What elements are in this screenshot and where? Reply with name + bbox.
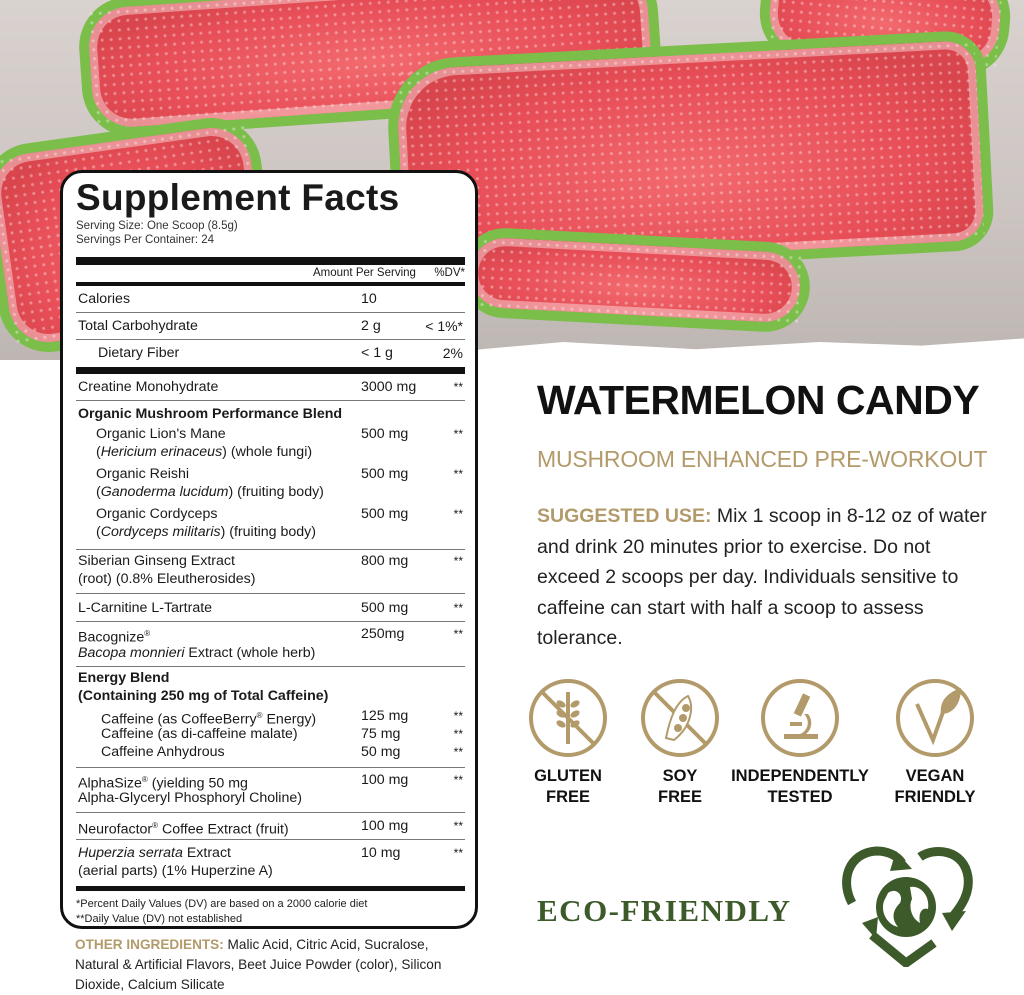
badge-label: VEGAN	[905, 767, 965, 785]
amount-header: Amount Per Serving	[313, 267, 416, 279]
fact-row-carnitine: L-Carnitine L-Tartrate 500 mg **	[76, 594, 465, 622]
badge-independently-tested: INDEPENDENTLY TESTED	[730, 678, 870, 807]
badge-label: SOY	[662, 767, 698, 785]
badge-label: FREE	[657, 787, 702, 806]
soybean-crossed-icon	[641, 679, 719, 757]
divider	[76, 367, 465, 374]
fact-row-calories: Calories 10	[76, 286, 465, 313]
footnote-dv: *Percent Daily Values (DV) are based on …	[76, 898, 368, 910]
fact-row-carbohydrate: Total Carbohydrate 2 g < 1%*	[76, 313, 465, 340]
suggested-use: SUGGESTED USE: Mix 1 scoop in 8-12 oz of…	[537, 505, 987, 650]
servings-per-container: Servings Per Container: 24	[76, 234, 215, 246]
footnotes: *Percent Daily Values (DV) are based on …	[76, 891, 465, 927]
badge-gluten-free: GLUTEN FREE	[498, 678, 638, 807]
serving-size: Serving Size: One Scoop (8.5g)	[76, 220, 238, 232]
product-name: WATERMELON CANDY	[537, 377, 980, 423]
other-ingredients: OTHER INGREDIENTS: Malic Acid, Citric Ac…	[75, 937, 442, 992]
supplement-facts-title: Supplement Facts	[76, 177, 400, 218]
footnote-not-established: **Daily Value (DV) not established	[76, 913, 243, 925]
supplement-facts-panel: Supplement Facts Serving Size: One Scoop…	[60, 170, 478, 929]
divider	[76, 886, 465, 891]
recycle-heart-globe-icon	[842, 846, 973, 967]
fact-row-fiber: Dietary Fiber < 1 g 2%	[98, 345, 463, 361]
fact-row-ginseng: Siberian Ginseng Extract (root) (0.8% Ele…	[76, 550, 465, 594]
badge-label: GLUTEN	[534, 767, 602, 785]
fact-row-bacognize: Bacognize® Bacopa monnieri Extract (whole…	[76, 622, 465, 667]
vegan-leaf-icon	[896, 679, 974, 757]
badge-soy-free: SOY FREE	[610, 678, 750, 807]
badge-label: TESTED	[767, 787, 833, 806]
dv-header: %DV*	[434, 267, 465, 279]
fact-row-mushroom-blend: Organic Mushroom Performance Blend Organ…	[76, 401, 465, 550]
microscope-icon	[761, 679, 839, 757]
eco-friendly-label: ECO-FRIENDLY	[537, 893, 792, 928]
fact-row-alphasize: AlphaSize® (yielding 50 mg Alpha-Glyceryl…	[76, 768, 465, 813]
fact-row-huperzia: Huperzia serrata Extract (aerial parts) (…	[78, 845, 463, 879]
fact-row-neurofactor: Neurofactor® Coffee Extract (fruit) 100 m…	[76, 813, 465, 840]
product-tagline: MUSHROOM ENHANCED PRE-WORKOUT	[537, 446, 988, 472]
divider	[76, 257, 465, 265]
divider	[76, 282, 465, 286]
fact-row-creatine: Creatine Monohydrate 3000 mg **	[76, 374, 465, 401]
fact-row-energy-blend: Energy Blend (Containing 250 mg of Total…	[76, 667, 465, 768]
candy-slice	[395, 39, 985, 271]
badge-label: FRIENDLY	[894, 787, 976, 806]
badge-vegan-friendly: VEGAN FRIENDLY	[865, 678, 1005, 807]
badge-label: FREE	[545, 787, 590, 806]
wheat-crossed-icon	[529, 679, 607, 757]
column-header: Amount Per Serving %DV*	[76, 265, 465, 282]
badge-label: INDEPENDENTLY	[731, 767, 869, 785]
